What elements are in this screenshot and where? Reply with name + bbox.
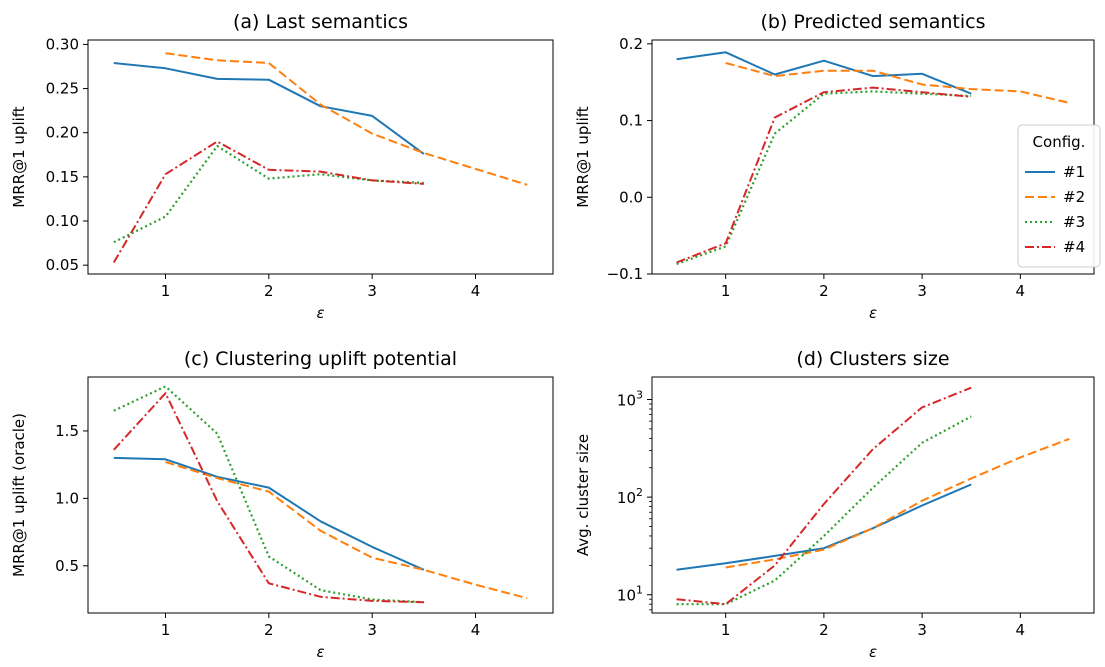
legend-title: Config. <box>1033 133 1086 151</box>
legend-label: #3 <box>1063 213 1085 231</box>
y-tick-label: 0.2 <box>619 35 643 53</box>
y-tick-label: 101 <box>617 584 643 605</box>
y-tick-label: 0.30 <box>46 35 79 53</box>
series-group <box>112 52 528 264</box>
x-tick-label: 4 <box>1016 282 1026 300</box>
series-line-3 <box>676 415 972 606</box>
subplot-title: (c) Clustering uplift potential <box>184 348 457 370</box>
y-tick-label: 0.05 <box>46 256 79 274</box>
series-group <box>676 51 1070 266</box>
x-tick-label: 1 <box>161 621 171 639</box>
y-axis-label: MRR@1 uplift <box>574 106 592 207</box>
series-line-4 <box>113 392 424 604</box>
series-line-4 <box>112 140 424 264</box>
axes-frame <box>651 376 1095 614</box>
x-tick-label: 3 <box>367 621 377 639</box>
x-tick-label: 3 <box>917 282 927 300</box>
subplot-title: (b) Predicted semantics <box>760 11 985 33</box>
x-axis-label: ε <box>316 643 324 661</box>
y-tick-label: 0.1 <box>619 112 643 130</box>
subplot-a: (a) Last semantics 1 2 3 4 0.05 0.10 0.15 0.20 0.… <box>10 11 554 322</box>
x-tick-label: 4 <box>471 621 481 639</box>
series-line-3 <box>113 144 424 244</box>
series-line-2 <box>725 437 1070 569</box>
y-tick-label: 103 <box>617 388 643 409</box>
series-line-2 <box>165 461 528 600</box>
y-tick-label: 102 <box>617 486 643 507</box>
x-tick-label: 1 <box>161 282 171 300</box>
y-tick-label: −0.1 <box>607 265 643 283</box>
series-line-1 <box>113 62 425 155</box>
x-tick-label: 4 <box>1016 621 1026 639</box>
legend-box <box>1017 124 1101 268</box>
y-tick-label: 0.10 <box>46 212 79 230</box>
series-line-2 <box>725 62 1070 104</box>
series-line-1 <box>113 456 425 571</box>
series-line-4 <box>676 86 972 264</box>
legend-label: #2 <box>1063 188 1085 206</box>
x-tick-label: 1 <box>721 282 731 300</box>
y-tick-label: 0.15 <box>46 168 79 186</box>
legend: Config. #1 #2 #3 #4 <box>1017 124 1101 268</box>
series-line-1 <box>676 51 972 95</box>
series-group <box>113 385 528 604</box>
x-axis-label: ε <box>869 643 877 661</box>
series-line-2 <box>165 52 528 186</box>
x-tick-label: 2 <box>819 282 829 300</box>
x-tick-label: 2 <box>264 621 274 639</box>
x-tick-label: 3 <box>917 621 927 639</box>
y-tick-label: 0.5 <box>55 557 79 575</box>
axes-frame <box>87 376 554 614</box>
series-group <box>676 386 1070 606</box>
x-axis-label: ε <box>316 304 324 322</box>
x-tick-label: 2 <box>819 621 829 639</box>
y-tick-label: 0.25 <box>46 80 79 98</box>
x-tick-label: 2 <box>264 282 274 300</box>
series-line-3 <box>113 385 424 604</box>
legend-label: #1 <box>1063 163 1085 181</box>
subplot-title: (d) Clusters size <box>796 348 949 370</box>
y-axis-label: MRR@1 uplift (oracle) <box>10 413 28 577</box>
y-tick-label: 1.0 <box>55 489 79 507</box>
series-line-4 <box>676 386 972 606</box>
subplot-c: (c) Clustering uplift potential 1 2 3 4 0.5 1.… <box>10 348 554 661</box>
series-line-1 <box>676 483 972 571</box>
subplot-title: (a) Last semantics <box>233 11 408 33</box>
y-tick-label: 1.5 <box>55 422 79 440</box>
axes-frame <box>87 39 554 275</box>
y-tick-label: 0.0 <box>619 188 643 206</box>
series-line-3 <box>676 90 972 266</box>
subplot-b: (b) Predicted semantics 1 2 3 4 −0.1 0.0 0.1 0.2… <box>574 11 1095 322</box>
x-axis-label: ε <box>869 304 877 322</box>
x-tick-label: 1 <box>721 621 731 639</box>
x-tick-label: 4 <box>471 282 481 300</box>
y-tick-label: 0.20 <box>46 124 79 142</box>
legend-label: #4 <box>1063 238 1085 256</box>
y-axis-label: MRR@1 uplift <box>10 106 28 207</box>
subplot-d: (d) Clusters size 1 2 3 4 101 102 103 ε Avg. clus… <box>574 348 1095 661</box>
y-axis-label: Avg. cluster size <box>574 434 592 556</box>
x-tick-label: 3 <box>367 282 377 300</box>
